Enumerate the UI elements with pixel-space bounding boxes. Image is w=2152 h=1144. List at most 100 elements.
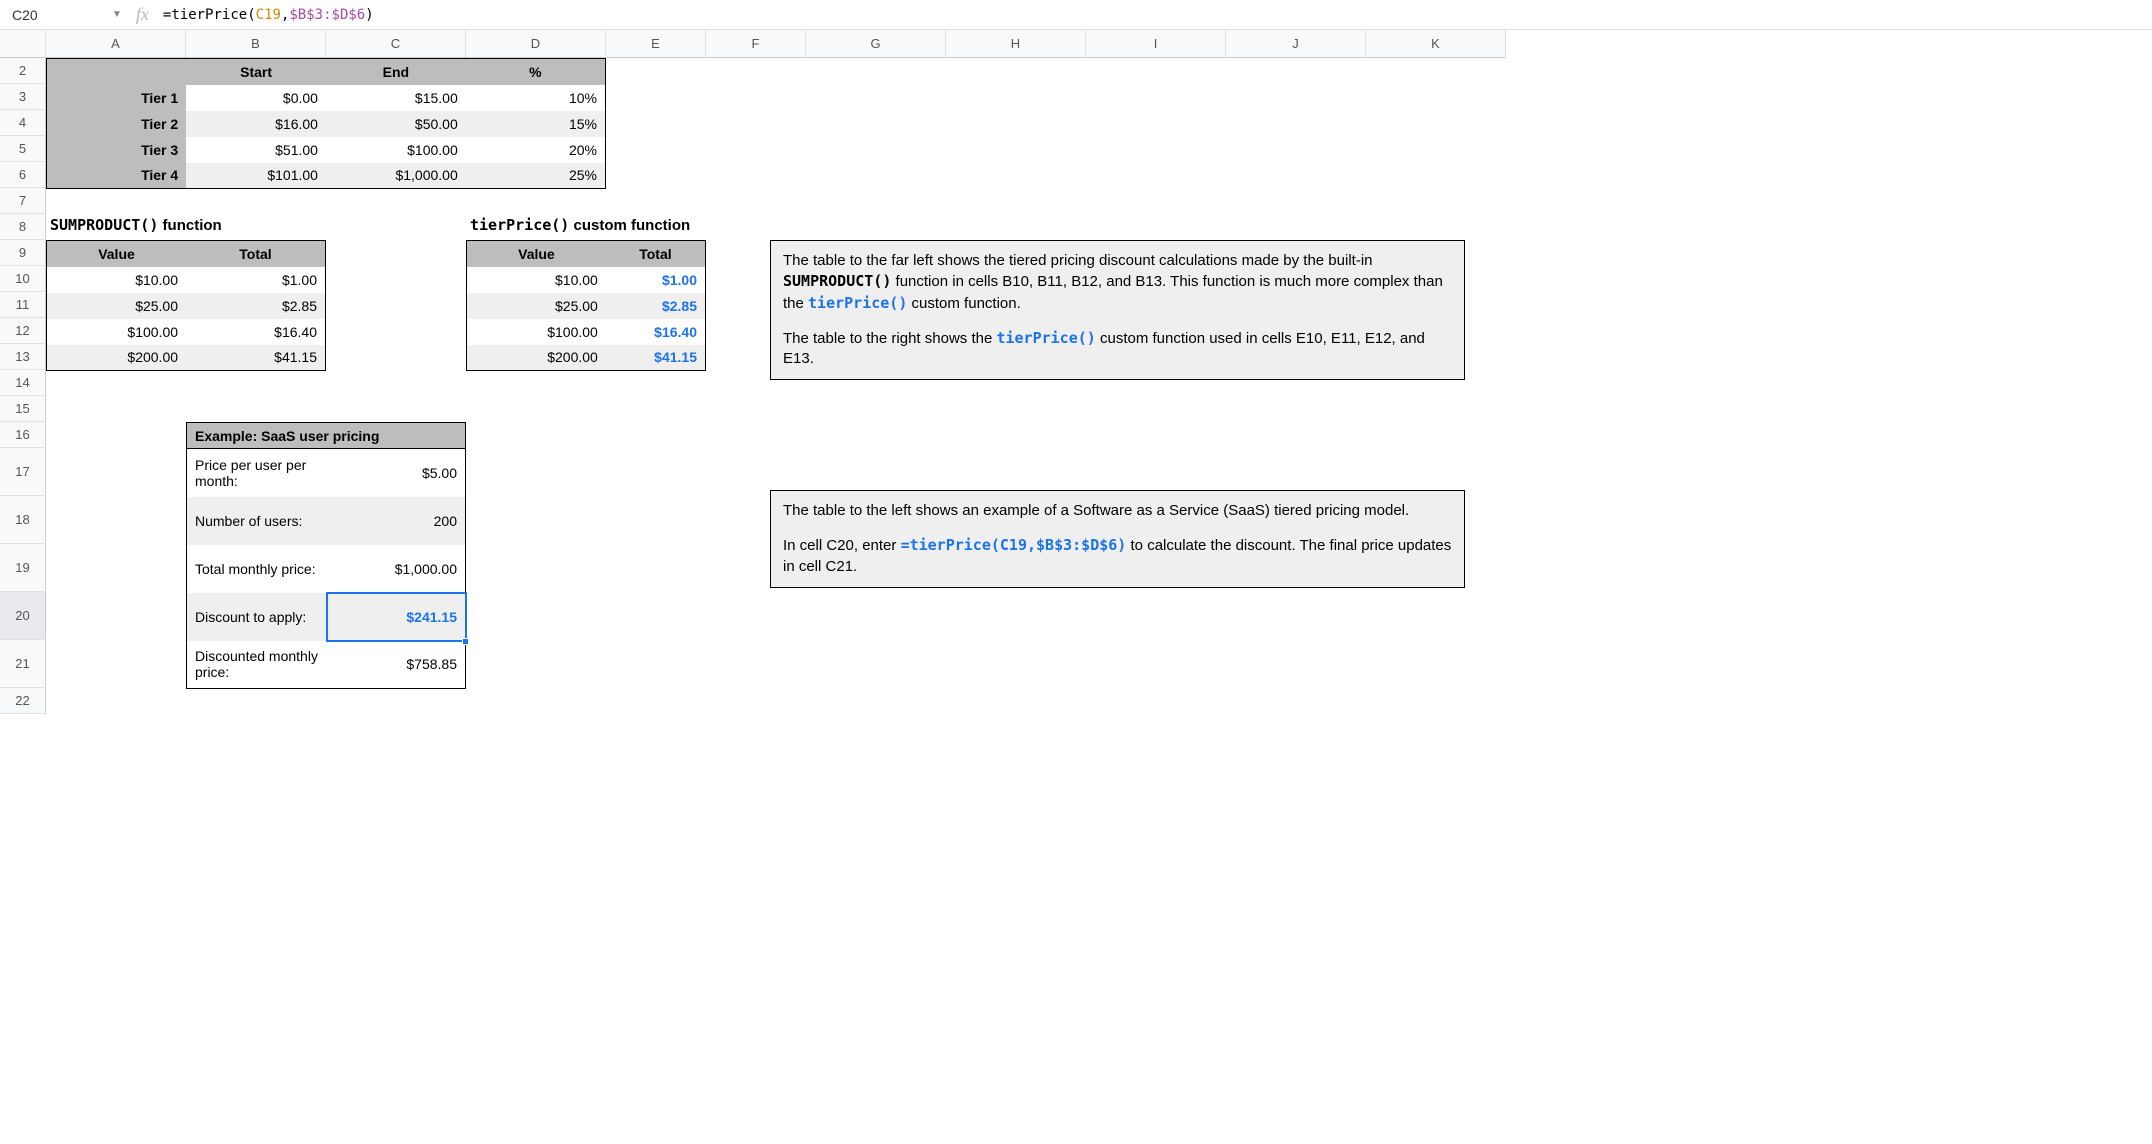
saas-label[interactable]: Number of users: — [187, 497, 327, 545]
col-header[interactable]: C — [326, 30, 466, 58]
note-box-2: The table to the left shows an example o… — [770, 490, 1465, 588]
row-header[interactable]: 17 — [0, 448, 46, 496]
note-text: The table to the far left shows the tier… — [783, 252, 1373, 269]
cell[interactable]: $41.15 — [606, 345, 706, 371]
row-header[interactable]: 5 — [0, 136, 46, 162]
tier-row-label[interactable]: Tier 1 — [47, 85, 187, 111]
cell[interactable]: $758.85 — [327, 641, 466, 689]
cell[interactable]: 25% — [466, 163, 606, 189]
tier-row-label[interactable]: Tier 2 — [47, 111, 187, 137]
cell[interactable]: $1.00 — [186, 267, 325, 293]
cell[interactable]: $100.00 — [326, 137, 466, 163]
tier-row-label[interactable]: Tier 4 — [47, 163, 187, 189]
cell[interactable]: $5.00 — [327, 449, 466, 497]
cell[interactable]: $100.00 — [47, 319, 187, 345]
cell[interactable]: $10.00 — [47, 267, 187, 293]
cell[interactable]: 20% — [466, 137, 606, 163]
col-header[interactable]: D — [466, 30, 606, 58]
saas-label[interactable]: Discounted monthly price: — [187, 641, 327, 689]
cell[interactable]: 200 — [327, 497, 466, 545]
row-header[interactable]: 22 — [0, 688, 46, 714]
cell[interactable]: $50.00 — [326, 111, 466, 137]
sheet-body[interactable]: 2 3 4 5 6 7 8 9 10 11 12 13 14 15 16 17 … — [0, 58, 2152, 738]
cell[interactable]: $1.00 — [606, 267, 706, 293]
row-header[interactable]: 3 — [0, 84, 46, 110]
row-header[interactable]: 14 — [0, 370, 46, 396]
header-value[interactable]: Value — [467, 241, 606, 267]
select-all-corner[interactable] — [0, 30, 46, 58]
tierprice-table[interactable]: Value Total $10.00$1.00 $25.00$2.85 $100… — [466, 240, 706, 371]
saas-label[interactable]: Price per user per month: — [187, 449, 327, 497]
note-box-1: The table to the far left shows the tier… — [770, 240, 1465, 380]
row-header[interactable]: 7 — [0, 188, 46, 214]
cell[interactable]: 15% — [466, 111, 606, 137]
row-header[interactable]: 12 — [0, 318, 46, 344]
tier-row-label[interactable]: Tier 3 — [47, 137, 187, 163]
cell[interactable]: $16.40 — [186, 319, 325, 345]
cell[interactable]: $0.00 — [186, 85, 326, 111]
row-header[interactable]: 8 — [0, 214, 46, 240]
row-header[interactable]: 11 — [0, 292, 46, 318]
cell[interactable]: $16.40 — [606, 319, 706, 345]
tier-header-pct[interactable]: % — [466, 59, 606, 85]
cell[interactable]: $25.00 — [467, 293, 606, 319]
cell[interactable]: $200.00 — [47, 345, 187, 371]
cell[interactable] — [47, 59, 187, 85]
cell-selected[interactable]: $241.15 — [327, 593, 466, 641]
row-header[interactable]: 10 — [0, 266, 46, 292]
col-header[interactable]: H — [946, 30, 1086, 58]
tier-header-start[interactable]: Start — [186, 59, 326, 85]
row-header[interactable]: 21 — [0, 640, 46, 688]
cell[interactable]: $1,000.00 — [326, 163, 466, 189]
col-header[interactable]: B — [186, 30, 326, 58]
cell[interactable]: $200.00 — [467, 345, 606, 371]
cell[interactable]: $2.85 — [186, 293, 325, 319]
tier-table[interactable]: Start End % Tier 1 $0.00 $15.00 10% Tier… — [46, 58, 606, 189]
saas-title[interactable]: Example: SaaS user pricing — [187, 423, 466, 449]
row-header[interactable]: 19 — [0, 544, 46, 592]
cell[interactable]: $15.00 — [326, 85, 466, 111]
name-box-dropdown-icon[interactable]: ▼ — [112, 9, 122, 20]
cell[interactable]: 10% — [466, 85, 606, 111]
formula-close: ) — [365, 7, 373, 23]
saas-label[interactable]: Discount to apply: — [187, 593, 327, 641]
selection-handle[interactable] — [462, 638, 469, 645]
label-text: function — [158, 217, 221, 234]
row-header[interactable]: 2 — [0, 58, 46, 84]
row-header[interactable]: 16 — [0, 422, 46, 448]
row-header[interactable]: 9 — [0, 240, 46, 266]
cell[interactable]: $100.00 — [467, 319, 606, 345]
row-header[interactable]: 15 — [0, 396, 46, 422]
cell[interactable]: $101.00 — [186, 163, 326, 189]
saas-table[interactable]: Example: SaaS user pricing Price per use… — [186, 422, 466, 689]
cell[interactable]: $16.00 — [186, 111, 326, 137]
cell[interactable]: $10.00 — [467, 267, 606, 293]
header-total[interactable]: Total — [606, 241, 706, 267]
row-header[interactable]: 18 — [0, 496, 46, 544]
header-total[interactable]: Total — [186, 241, 325, 267]
saas-label[interactable]: Total monthly price: — [187, 545, 327, 593]
cell[interactable]: $2.85 — [606, 293, 706, 319]
cell[interactable]: $51.00 — [186, 137, 326, 163]
note-code: SUMPRODUCT() — [783, 272, 891, 290]
col-header[interactable]: G — [806, 30, 946, 58]
cell[interactable]: $1,000.00 — [327, 545, 466, 593]
col-header[interactable]: E — [606, 30, 706, 58]
sumproduct-table[interactable]: Value Total $10.00$1.00 $25.00$2.85 $100… — [46, 240, 326, 371]
row-header[interactable]: 20 — [0, 592, 46, 640]
col-header[interactable]: A — [46, 30, 186, 58]
col-header[interactable]: I — [1086, 30, 1226, 58]
col-header[interactable]: K — [1366, 30, 1506, 58]
header-value[interactable]: Value — [47, 241, 187, 267]
col-header[interactable]: J — [1226, 30, 1366, 58]
row-header[interactable]: 6 — [0, 162, 46, 188]
note-text: The table to the left shows an example o… — [783, 501, 1452, 521]
tier-header-end[interactable]: End — [326, 59, 466, 85]
row-header[interactable]: 4 — [0, 110, 46, 136]
formula-input[interactable]: =tierPrice(C19,$B$3:$D$6) — [163, 7, 374, 23]
col-header[interactable]: F — [706, 30, 806, 58]
cell[interactable]: $25.00 — [47, 293, 187, 319]
cell[interactable]: $41.15 — [186, 345, 325, 371]
row-header[interactable]: 13 — [0, 344, 46, 370]
name-box[interactable]: C20 — [8, 7, 108, 23]
